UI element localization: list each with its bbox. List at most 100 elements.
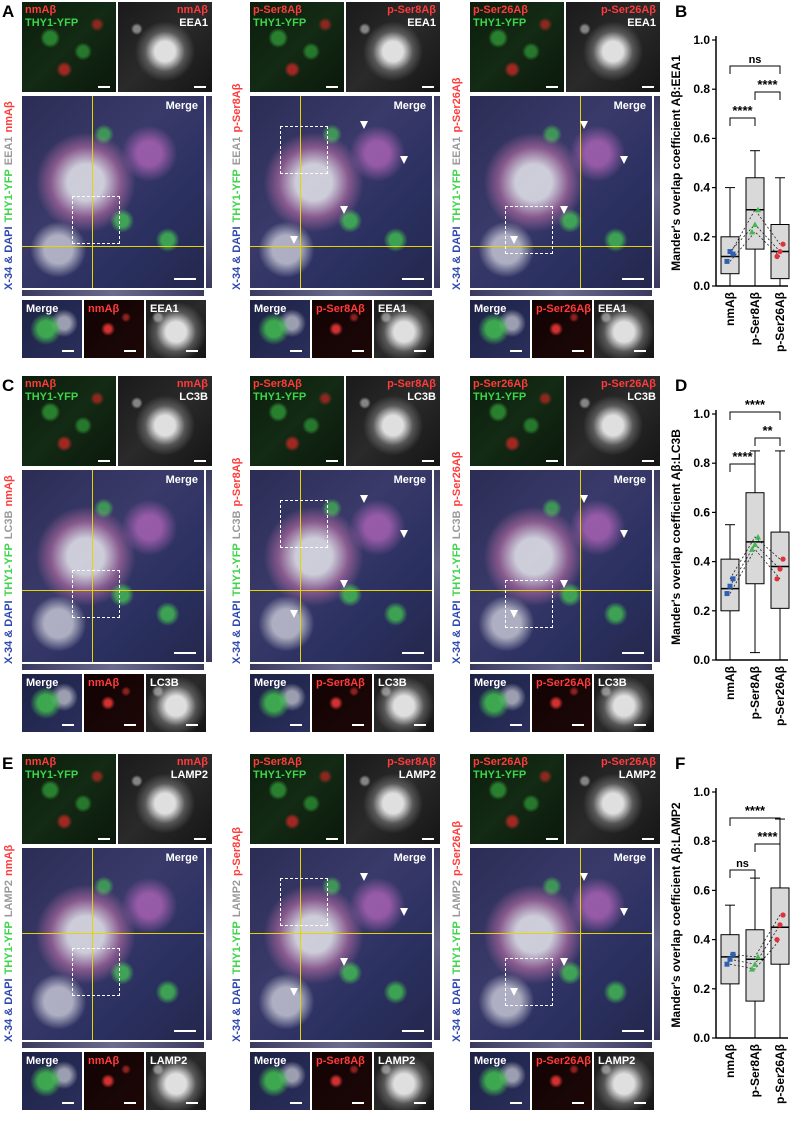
label-merge: Merge (254, 303, 287, 315)
label-abeta: nmAβ (176, 4, 208, 16)
channel-legend-vertical: X-34 & DAPI THY1-YFP LC3B p-Ser8Aβ (231, 454, 243, 664)
micrograph-top-left: p-Ser26Aβ THY1-YFP (470, 376, 564, 466)
boxplot-panel-d: Mander's overlap coefficient Aβ:LC3B 0.0 0… (669, 397, 790, 726)
label-thy1-yfp: THY1-YFP (25, 769, 79, 781)
scale-bar (186, 1102, 198, 1104)
paired-line (729, 231, 781, 262)
label-abeta: p-Ser8Aβ (253, 378, 302, 390)
label-abeta: nmAβ (3, 844, 15, 876)
y-tick-label: 0.0 (693, 1031, 710, 1045)
significance-label: **** (757, 77, 778, 92)
x-tick-label: p-Ser26Aβ (773, 1044, 787, 1104)
arrowhead-marker (560, 958, 568, 966)
label-thy1-yfp: THY1-YFP (473, 17, 527, 29)
label-x34-dapi: X-34 & DAPI (3, 226, 15, 290)
label-marker: LAMP2 (231, 879, 243, 918)
channel-legend-vertical: X-34 & DAPI THY1-YFP LC3B nmAβ (3, 471, 15, 664)
micrograph-top-left: nmAβ THY1-YFP (22, 2, 116, 92)
orthogonal-side-strip (434, 96, 440, 288)
data-point (774, 937, 780, 943)
micrograph-top-left: p-Ser26Aβ THY1-YFP (470, 2, 564, 92)
label-marker: LC3B (150, 677, 179, 689)
label-marker: LAMP2 (618, 769, 656, 781)
orthogonal-bottom-strip (22, 1042, 204, 1048)
label-marker: EEA1 (407, 17, 436, 29)
label-thy1-yfp: THY1-YFP (253, 391, 307, 403)
orthogonal-crosshair-vertical (580, 848, 581, 1040)
orthogonal-bottom-strip (250, 664, 432, 670)
data-point (724, 591, 730, 597)
label-merge: Merge (474, 1055, 507, 1067)
scale-bar (290, 1102, 302, 1104)
label-marker: EEA1 (378, 303, 407, 315)
orthogonal-crosshair-horizontal (470, 933, 652, 934)
x-tick-label: p-Ser8Aβ (748, 666, 762, 719)
scale-bar (634, 1102, 646, 1104)
scale-bar (290, 350, 302, 352)
significance-bracket (729, 411, 781, 420)
significance-label: **** (745, 803, 766, 818)
micrograph-top-right: p-Ser26Aβ EEA1 (566, 2, 660, 92)
scale-bar (402, 278, 424, 280)
y-axis-label: Mander's overlap coefficient Aβ:EEA1 (669, 55, 683, 271)
micrograph-merge: Merge (470, 470, 652, 662)
micrograph-top-right: nmAβ LC3B (118, 376, 212, 466)
label-marker: LAMP2 (398, 769, 436, 781)
label-x34-dapi: X-34 & DAPI (231, 226, 243, 290)
inset-marker: LAMP2 (374, 1052, 434, 1110)
label-x34-dapi: X-34 & DAPI (3, 600, 15, 664)
y-tick-label: 0.2 (693, 230, 710, 244)
label-abeta: p-Ser8Aβ (387, 756, 436, 768)
y-tick-label: 0.2 (693, 982, 710, 996)
arrowhead-marker (360, 121, 368, 129)
scale-bar (572, 724, 584, 726)
label-merge: Merge (474, 677, 507, 689)
inset-region-box (72, 570, 120, 618)
orthogonal-side-strip (206, 96, 212, 288)
scale-bar (572, 1102, 584, 1104)
label-marker: EEA1 (451, 136, 463, 166)
arrowhead-marker (290, 236, 298, 244)
significance-bracket (729, 869, 756, 878)
orthogonal-crosshair-horizontal (250, 246, 432, 247)
micrograph-merge: Merge (250, 848, 432, 1040)
y-tick-label: 0.4 (693, 555, 710, 569)
x-tick-label: p-Ser8Aβ (748, 292, 762, 345)
label-thy1-yfp: THY1-YFP (3, 169, 15, 223)
label-x34-dapi: X-34 & DAPI (231, 600, 243, 664)
y-tick-label: 0.6 (693, 505, 710, 519)
box-iqr (745, 177, 765, 250)
label-merge: Merge (26, 1055, 59, 1067)
micrograph-merge: Merge (22, 96, 204, 288)
orthogonal-crosshair-vertical (92, 470, 93, 662)
y-axis-label: Mander's overlap coefficient Aβ:LC3B (669, 429, 683, 645)
data-point (780, 241, 786, 247)
data-point (755, 534, 761, 540)
label-abeta: p-Ser8Aβ (253, 756, 302, 768)
orthogonal-side-strip (434, 470, 440, 662)
orthogonal-crosshair-vertical (300, 848, 301, 1040)
inset-region-box (505, 206, 553, 254)
micrograph-top-left: p-Ser8Aβ THY1-YFP (250, 376, 344, 466)
label-abeta: p-Ser8Aβ (231, 457, 243, 507)
channel-legend-vertical: X-34 & DAPI THY1-YFP EEA1 p-Ser26Aβ (451, 73, 463, 290)
inset-marker: LAMP2 (146, 1052, 206, 1110)
inset-marker: LAMP2 (594, 1052, 654, 1110)
data-point (749, 966, 755, 972)
orthogonal-side-strip (434, 848, 440, 1040)
inset-merge: Merge (250, 1052, 310, 1110)
label-thy1-yfp: THY1-YFP (25, 17, 79, 29)
label-thy1-yfp: THY1-YFP (231, 169, 243, 223)
orthogonal-crosshair-vertical (300, 470, 301, 662)
label-marker: LC3B (3, 510, 15, 540)
scale-bar (510, 724, 522, 726)
orthogonal-crosshair-vertical (92, 96, 93, 288)
arrowhead-marker (360, 495, 368, 503)
inset-abeta: p-Ser26Aβ (532, 1052, 592, 1110)
inset-merge: Merge (22, 300, 82, 358)
micrograph-top-right: nmAβ LAMP2 (118, 754, 212, 844)
label-merge: Merge (393, 852, 426, 864)
label-marker: LAMP2 (150, 1055, 188, 1067)
y-tick-label: 0.8 (693, 82, 710, 96)
orthogonal-bottom-strip (470, 290, 652, 296)
